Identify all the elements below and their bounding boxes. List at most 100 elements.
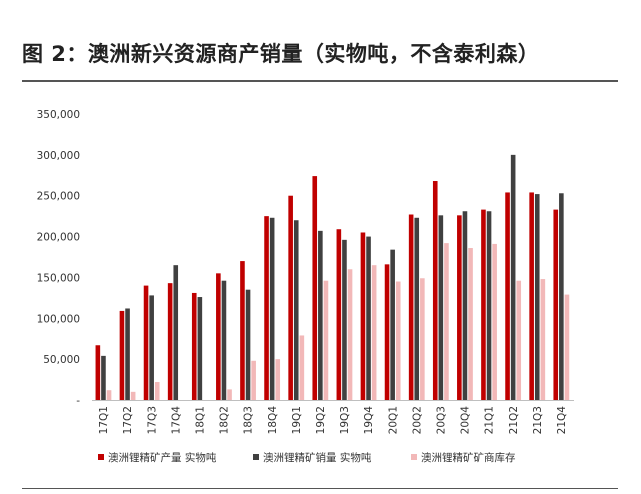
bar-series-3-17Q3: [154, 382, 160, 400]
bar-series-2-21Q2: [510, 154, 516, 400]
bar-series-1-17Q4: [167, 283, 173, 400]
x-tick-label: 18Q3: [243, 406, 255, 434]
y-tick-label: 150,000: [37, 272, 80, 284]
y-tick-label: 300,000: [37, 150, 80, 162]
x-tick-label: 20Q2: [411, 406, 423, 434]
x-tick-label: 19Q2: [315, 406, 327, 434]
bar-series-1-18Q1: [191, 292, 197, 400]
bar-series-2-18Q3: [245, 289, 251, 400]
bar-series-3-18Q3: [251, 360, 256, 400]
y-tick-label: 200,000: [37, 232, 80, 244]
bar-series-3-21Q3: [540, 279, 546, 400]
legend: 澳洲锂精矿产量 实物吨 澳洲锂精矿销量 实物吨 澳洲锂精矿矿商库存: [98, 451, 516, 464]
x-tick-label: 18Q1: [194, 406, 206, 434]
bar-series-1-19Q4: [360, 232, 366, 400]
bar-series-2-19Q2: [318, 230, 323, 400]
bar-series-2-18Q4: [269, 217, 275, 400]
bar-series-1-20Q3: [432, 181, 438, 400]
bar-series-2-18Q2: [221, 280, 227, 400]
bar-series-1-18Q4: [264, 216, 269, 400]
x-tick-label: 20Q1: [387, 406, 399, 434]
legend-swatch: [98, 454, 104, 460]
bar-series-3-19Q2: [323, 280, 329, 400]
bar-series-3-21Q1: [492, 243, 497, 400]
y-axis: - 50,000 100,000 150,000 200,000 250,000 300,0…: [37, 109, 81, 407]
bar-series-3-18Q4: [275, 359, 281, 400]
x-tick-label: 18Q2: [219, 406, 231, 434]
y-tick-label: 250,000: [37, 191, 80, 203]
bar-series-2-17Q1: [101, 355, 106, 400]
x-tick-label: 19Q1: [291, 406, 303, 434]
bar-series-2-21Q1: [486, 211, 492, 400]
x-tick-label: 21Q1: [484, 406, 496, 434]
bar-series-1-19Q3: [336, 229, 342, 400]
bottom-rule: [22, 488, 618, 489]
legend-label: 澳洲锂精矿销量 实物吨: [263, 451, 372, 464]
bar-series-3-21Q2: [516, 280, 522, 400]
x-tick-label: 17Q3: [146, 406, 158, 434]
bar-series-2-20Q2: [414, 217, 420, 400]
legend-label: 澳洲锂精矿产量 实物吨: [108, 451, 217, 464]
bar-series-1-18Q2: [216, 273, 221, 400]
bar-series-2-19Q1: [293, 220, 299, 400]
bar-series-1-17Q2: [119, 310, 125, 400]
x-tick-label: 17Q4: [170, 406, 182, 435]
bar-series-3-20Q4: [468, 248, 473, 400]
x-tick-label: 21Q2: [508, 406, 520, 434]
title-rule: [22, 80, 618, 82]
y-tick-label: 50,000: [43, 354, 80, 366]
bar-series-2-17Q3: [149, 295, 154, 400]
x-tick-label: 21Q3: [532, 406, 544, 434]
x-tick-label: 21Q4: [556, 406, 568, 435]
x-axis: 17Q1 17Q2 17Q3 17Q4 18Q1 18Q2 18Q3 18Q4 19Q1 19Q2…: [92, 400, 574, 435]
bar-series-2-19Q4: [366, 236, 371, 400]
bar-series-1-18Q3: [240, 261, 245, 400]
bar-series-3-19Q1: [299, 335, 305, 400]
bar-series-3-19Q3: [347, 269, 353, 400]
bar-series-2-20Q3: [438, 215, 444, 400]
legend-label: 澳洲锂精矿矿商库存: [421, 451, 516, 464]
bar-series-1-20Q1: [384, 264, 390, 400]
bar-series-2-20Q4: [462, 211, 468, 400]
bar-series-2-17Q4: [173, 265, 179, 400]
y-tick-label: -: [76, 395, 80, 407]
bar-series-1-21Q1: [481, 209, 486, 400]
x-tick-label: 20Q3: [435, 406, 447, 434]
bar-series-3-17Q1: [106, 390, 112, 400]
bar-series-1-17Q3: [143, 285, 149, 400]
x-tick-label: 17Q1: [98, 406, 110, 434]
bar-series-1-21Q4: [553, 209, 559, 400]
y-tick-label: 350,000: [37, 109, 80, 121]
legend-swatch: [253, 454, 259, 460]
x-tick-label: 19Q3: [339, 406, 351, 434]
bar-series-2-21Q3: [534, 194, 540, 400]
bar-series-2-18Q1: [197, 297, 203, 400]
bar-series-2-20Q1: [390, 249, 395, 400]
bar-series-1-21Q3: [529, 192, 534, 400]
bar-series-3-20Q1: [395, 281, 401, 400]
bar-series-3-17Q2: [130, 391, 136, 400]
bar-series-1-19Q1: [288, 195, 293, 400]
y-tick-label: 100,000: [37, 313, 80, 325]
bar-series-1-20Q2: [408, 214, 414, 400]
bar-series-2-21Q4: [559, 193, 564, 400]
bar-series-3-19Q4: [371, 265, 377, 400]
bar-group: [95, 154, 570, 400]
bar-series-1-21Q2: [505, 192, 510, 400]
x-tick-label: 18Q4: [267, 406, 279, 435]
bar-series-2-19Q3: [342, 239, 347, 400]
bar-series-3-20Q2: [420, 278, 425, 400]
x-tick-label: 20Q4: [460, 406, 472, 435]
figure-title: 图 2：澳洲新兴资源商产销量（实物吨，不含泰利森）: [22, 42, 540, 66]
bar-series-1-17Q1: [95, 345, 101, 400]
legend-swatch: [411, 454, 417, 460]
bar-series-3-21Q4: [564, 294, 570, 400]
x-tick-label: 17Q2: [122, 406, 134, 434]
bar-series-3-20Q3: [444, 243, 449, 400]
x-tick-label: 19Q4: [363, 406, 375, 435]
bar-series-2-17Q2: [125, 308, 130, 400]
bar-series-3-18Q2: [227, 389, 232, 400]
bar-series-1-20Q4: [457, 215, 462, 400]
bar-series-1-19Q2: [312, 176, 318, 400]
